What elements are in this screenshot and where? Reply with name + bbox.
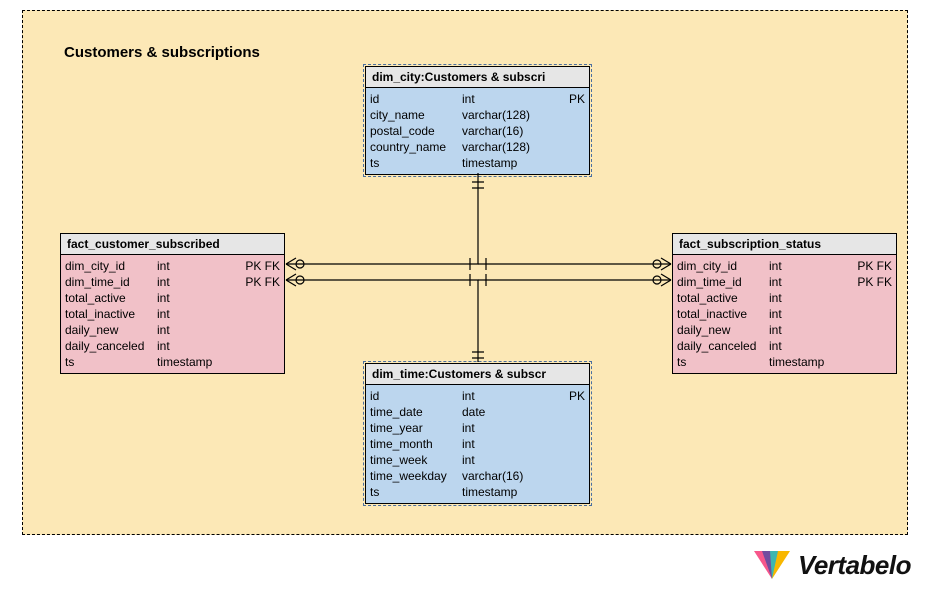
column-row: dim_time_idintPK FK xyxy=(65,274,280,290)
column-row: time_weekint xyxy=(370,452,585,468)
column-row: dim_city_idintPK FK xyxy=(65,258,280,274)
column-row: city_namevarchar(128) xyxy=(370,107,585,123)
column-row: time_datedate xyxy=(370,404,585,420)
vertabelo-icon xyxy=(752,545,792,585)
column-row: time_weekdayvarchar(16) xyxy=(370,468,585,484)
column-row: total_inactiveint xyxy=(65,306,280,322)
entity-fact-subscription-status[interactable]: fact_subscription_status dim_city_idintP… xyxy=(672,233,897,374)
entity-header: dim_city:Customers & subscri xyxy=(365,66,590,88)
entity-body: dim_city_idintPK FK dim_time_idintPK FK … xyxy=(672,255,897,374)
brand-name: Vertabelo xyxy=(798,550,911,581)
column-row: tstimestamp xyxy=(370,155,585,171)
column-row: total_activeint xyxy=(65,290,280,306)
column-row: tstimestamp xyxy=(370,484,585,500)
column-row: time_monthint xyxy=(370,436,585,452)
column-row: tstimestamp xyxy=(65,354,280,370)
entity-header: fact_subscription_status xyxy=(672,233,897,255)
entity-dim-city[interactable]: dim_city:Customers & subscri idintPK cit… xyxy=(365,66,590,175)
entity-header: dim_time:Customers & subscr xyxy=(365,363,590,385)
column-row: idintPK xyxy=(370,388,585,404)
column-row: postal_codevarchar(16) xyxy=(370,123,585,139)
column-row: daily_canceledint xyxy=(677,338,892,354)
diagram-title: Customers & subscriptions xyxy=(64,44,260,61)
entity-body: idintPK city_namevarchar(128) postal_cod… xyxy=(365,88,590,175)
column-row: dim_city_idintPK FK xyxy=(677,258,892,274)
column-row: daily_canceledint xyxy=(65,338,280,354)
column-row: dim_time_idintPK FK xyxy=(677,274,892,290)
column-row: total_activeint xyxy=(677,290,892,306)
column-row: daily_newint xyxy=(677,322,892,338)
entity-dim-time[interactable]: dim_time:Customers & subscr idintPK time… xyxy=(365,363,590,504)
entity-body: idintPK time_datedate time_yearint time_… xyxy=(365,385,590,504)
column-row: country_namevarchar(128) xyxy=(370,139,585,155)
entity-body: dim_city_idintPK FK dim_time_idintPK FK … xyxy=(60,255,285,374)
column-row: total_inactiveint xyxy=(677,306,892,322)
column-row: idintPK xyxy=(370,91,585,107)
brand-logo: Vertabelo xyxy=(752,545,911,585)
column-row: daily_newint xyxy=(65,322,280,338)
column-row: time_yearint xyxy=(370,420,585,436)
entity-header: fact_customer_subscribed xyxy=(60,233,285,255)
column-row: tstimestamp xyxy=(677,354,892,370)
entity-fact-customer-subscribed[interactable]: fact_customer_subscribed dim_city_idintP… xyxy=(60,233,285,374)
